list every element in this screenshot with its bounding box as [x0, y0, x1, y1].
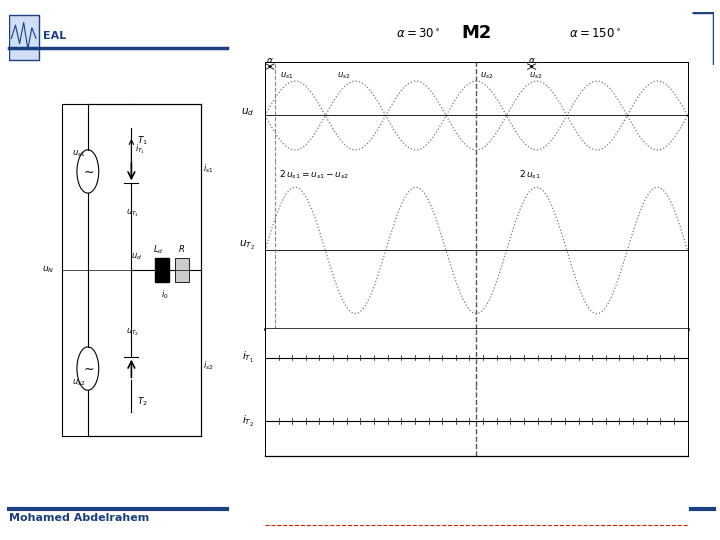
Text: $T_2$: $T_2$ [138, 395, 148, 408]
Text: $u_{s2}$: $u_{s2}$ [338, 71, 351, 81]
Text: $u_{T_1}$: $u_{T_1}$ [127, 208, 140, 219]
Text: $u_d$: $u_d$ [132, 251, 143, 262]
Text: $i_{s1}$: $i_{s1}$ [203, 163, 213, 175]
Text: $T_1$: $T_1$ [138, 135, 148, 147]
Text: $u_{T_2}$: $u_{T_2}$ [238, 239, 254, 252]
Text: $2\,u_{s1}$: $2\,u_{s1}$ [518, 169, 540, 181]
Text: $u_{s1}$: $u_{s1}$ [72, 148, 86, 159]
Bar [175, 258, 189, 282]
Text: $\sim$: $\sim$ [81, 362, 94, 375]
Text: $u_{s2}$: $u_{s2}$ [529, 71, 543, 81]
Text: $u_{s2}$: $u_{s2}$ [480, 71, 494, 81]
Text: $u_{s2}$: $u_{s2}$ [72, 377, 86, 388]
Text: $L_d$: $L_d$ [153, 243, 163, 256]
Text: $u_N$: $u_N$ [42, 265, 55, 275]
Text: Mohamed Abdelrahem: Mohamed Abdelrahem [9, 513, 149, 523]
Text: $\alpha = 30^\circ$: $\alpha = 30^\circ$ [396, 28, 441, 41]
Bar [156, 258, 169, 282]
Text: $\alpha$: $\alpha$ [528, 56, 536, 64]
Text: $\sim$: $\sim$ [81, 165, 94, 178]
Text: $2\,u_{s1} = u_{s1} - u_{s2}$: $2\,u_{s1} = u_{s1} - u_{s2}$ [279, 169, 349, 181]
Text: $\alpha$: $\alpha$ [266, 56, 274, 64]
Text: $i_{s2}$: $i_{s2}$ [203, 360, 213, 372]
Bar [62, 104, 201, 436]
Text: $i_{T_2}$: $i_{T_2}$ [243, 414, 254, 429]
Text: $R$: $R$ [178, 243, 185, 254]
Text: $\alpha = 150^\circ$: $\alpha = 150^\circ$ [569, 28, 621, 41]
Text: $i_0$: $i_0$ [161, 288, 168, 301]
Text: $u_d$: $u_d$ [241, 106, 254, 118]
Text: $u_{T_2}$: $u_{T_2}$ [127, 326, 140, 338]
Text: $u_{s1}$: $u_{s1}$ [280, 71, 293, 81]
Bar [9, 15, 40, 59]
Text: EAL: EAL [43, 31, 66, 40]
Text: $i_{T_1}$: $i_{T_1}$ [135, 143, 145, 156]
Text: $i_{T_1}$: $i_{T_1}$ [242, 350, 254, 365]
Text: M2: M2 [461, 24, 492, 42]
